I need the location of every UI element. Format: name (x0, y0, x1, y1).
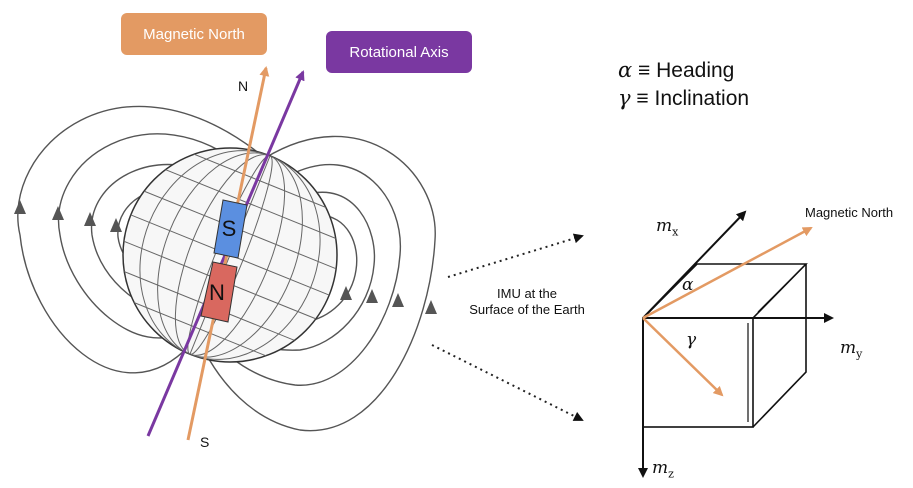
imu-caption: IMU at the Surface of the Earth (452, 286, 602, 318)
field-arrow (84, 212, 96, 226)
magnet-south-letter: S (221, 216, 237, 241)
magnet-north-letter: N (209, 280, 225, 305)
my-sub: y (856, 347, 863, 361)
imu-caption-line1: IMU at the (497, 286, 557, 301)
mx-label: mx (656, 216, 678, 238)
my-label: my (840, 338, 862, 360)
bar-magnet (200, 199, 248, 323)
magnetic-north-vector (642, 226, 813, 320)
mx-sub: x (672, 225, 679, 239)
mx-axis (642, 210, 747, 319)
south-pole-label: S (200, 434, 210, 450)
magnetic-north-label-box: Magnetic North (121, 13, 267, 55)
field-arrowheads (14, 200, 437, 314)
field-arrow (425, 300, 437, 314)
mz-label: mz (652, 458, 674, 480)
magnet-north-block (200, 261, 238, 323)
field-arrow (392, 293, 404, 307)
field-arrow (366, 289, 378, 303)
mx-base: m (656, 216, 673, 236)
inclination-text: ≡ Inclination (636, 87, 750, 110)
field-arrow (340, 286, 352, 300)
imu-pointer-lower (431, 344, 584, 421)
rotational-axis-label: Rotational Axis (349, 43, 449, 61)
my-base: m (840, 338, 857, 358)
gamma-angle-label: γ (686, 330, 697, 350)
field-arrow (52, 206, 64, 220)
mz-sub: z (668, 467, 674, 481)
north-pole-label: N (238, 78, 249, 94)
field-arrow (14, 200, 26, 214)
magnet-south-block (213, 199, 248, 259)
magnetic-north-vector-label: Magnetic North (805, 205, 894, 220)
imu-cube (642, 263, 808, 428)
rotational-axis-label-box: Rotational Axis (326, 31, 472, 73)
alpha-symbol: α (618, 58, 633, 82)
alpha-angle-label: α (682, 275, 694, 295)
legend-inclination: γ ≡ Inclination (618, 86, 749, 111)
heading-text: ≡ Heading (638, 59, 735, 82)
field-arrow (110, 218, 122, 232)
gamma-symbol: γ (618, 86, 631, 110)
imu-caption-line2: Surface of the Earth (469, 302, 585, 317)
mz-base: m (652, 458, 669, 478)
magnetic-north-label: Magnetic North (143, 25, 245, 43)
inclination-vector (642, 317, 724, 397)
imu-pointer-upper (447, 233, 584, 278)
legend-heading: α ≡ Heading (618, 58, 734, 83)
